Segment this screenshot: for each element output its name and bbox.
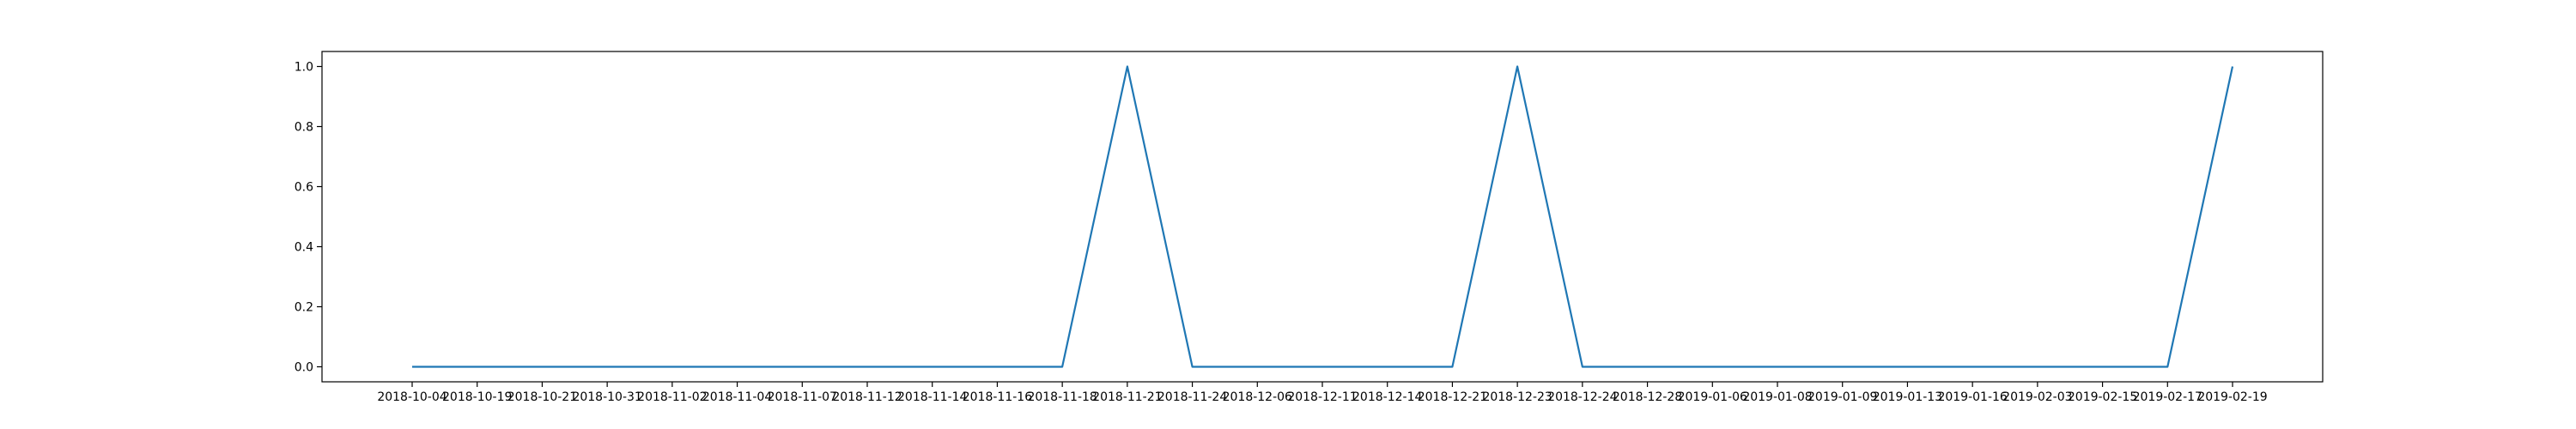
x-tick-label: 2018-12-06 bbox=[1223, 390, 1292, 404]
x-tick-label: 2018-12-28 bbox=[1613, 390, 1682, 404]
x-tick-label: 2018-11-16 bbox=[963, 390, 1032, 404]
x-tick-label: 2018-12-24 bbox=[1547, 390, 1617, 404]
y-tick-label: 0.6 bbox=[295, 181, 313, 195]
y-tick-label: 0.8 bbox=[295, 121, 313, 135]
x-tick-label: 2018-11-14 bbox=[897, 390, 967, 404]
plot-area-frame bbox=[321, 51, 2324, 383]
x-tick-label: 2019-02-03 bbox=[2002, 390, 2072, 404]
x-tick-label: 2018-11-24 bbox=[1157, 390, 1227, 404]
y-tick-label: 0.0 bbox=[295, 361, 313, 375]
x-tick-label: 2019-01-09 bbox=[1807, 390, 1877, 404]
x-tick-label: 2018-10-04 bbox=[377, 390, 447, 404]
x-tick-label: 2018-11-12 bbox=[832, 390, 902, 404]
y-tick-label: 0.4 bbox=[295, 241, 313, 255]
x-tick-label: 2019-01-06 bbox=[1678, 390, 1747, 404]
x-tick-label: 2019-01-16 bbox=[1937, 390, 2007, 404]
x-tick-label: 2019-02-19 bbox=[2197, 390, 2267, 404]
x-tick-label: 2019-02-15 bbox=[2068, 390, 2137, 404]
series-line-0 bbox=[412, 65, 2234, 368]
x-tick-label: 2018-10-31 bbox=[572, 390, 641, 404]
x-tick-label: 2018-11-07 bbox=[768, 390, 837, 404]
y-tick-label: 1.0 bbox=[295, 61, 313, 75]
y-axis: 0.0 0.2 0.4 0.6 0.8 1.0 bbox=[295, 61, 322, 375]
y-tick-label: 0.2 bbox=[295, 301, 313, 315]
x-tick-label: 2018-12-14 bbox=[1352, 390, 1422, 404]
x-tick-label: 2018-10-19 bbox=[442, 390, 512, 404]
x-tick-label: 2018-11-21 bbox=[1092, 390, 1162, 404]
series-group bbox=[412, 65, 2234, 368]
x-tick-label: 2018-10-21 bbox=[507, 390, 577, 404]
x-tick-label: 2019-01-13 bbox=[1873, 390, 1942, 404]
x-tick-label: 2018-11-18 bbox=[1027, 390, 1097, 404]
x-tick-label: 2019-01-08 bbox=[1742, 390, 1812, 404]
x-tick-label: 2018-11-04 bbox=[702, 390, 772, 404]
x-tick-label: 2018-12-23 bbox=[1482, 390, 1552, 404]
x-axis: 2018-10-042018-10-192018-10-212018-10-31… bbox=[377, 382, 2268, 404]
x-tick-label: 2018-11-02 bbox=[637, 390, 707, 404]
x-tick-label: 2019-02-17 bbox=[2133, 390, 2202, 404]
x-tick-label: 2018-12-21 bbox=[1418, 390, 1487, 404]
x-tick-label: 2018-12-11 bbox=[1287, 390, 1357, 404]
